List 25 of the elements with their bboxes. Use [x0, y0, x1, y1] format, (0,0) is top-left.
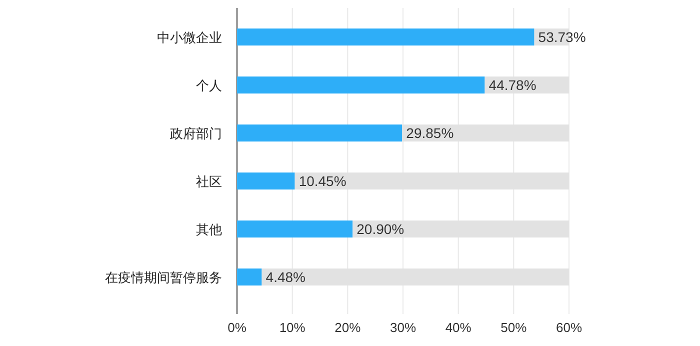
bar [237, 172, 295, 190]
y-tick-label: 中小微企业 [157, 30, 222, 45]
y-tick-label: 在疫情期间暂停服务 [105, 270, 222, 285]
data-label: 20.90% [356, 221, 404, 237]
bar [237, 28, 534, 46]
x-tick-label: 60% [556, 320, 582, 335]
y-tick-label: 其他 [196, 222, 222, 237]
y-tick-label: 政府部门 [170, 126, 222, 141]
bar [237, 220, 353, 238]
x-tick-label: 10% [279, 320, 306, 335]
data-label: 44.78% [488, 77, 536, 93]
data-label: 10.45% [298, 173, 346, 189]
x-tick-label: 50% [500, 320, 528, 335]
data-label: 53.73% [538, 29, 586, 45]
bar [237, 268, 262, 286]
x-tick-label: 0% [228, 320, 247, 335]
x-tick-label: 30% [390, 320, 416, 335]
data-label: 4.48% [266, 269, 306, 285]
bar [237, 76, 485, 94]
x-tick-label: 20% [334, 320, 362, 335]
x-tick-label: 40% [445, 320, 472, 335]
data-label: 29.85% [406, 125, 454, 141]
y-tick-label: 社区 [196, 174, 222, 189]
y-tick-label: 个人 [196, 78, 222, 93]
bar [237, 124, 402, 142]
